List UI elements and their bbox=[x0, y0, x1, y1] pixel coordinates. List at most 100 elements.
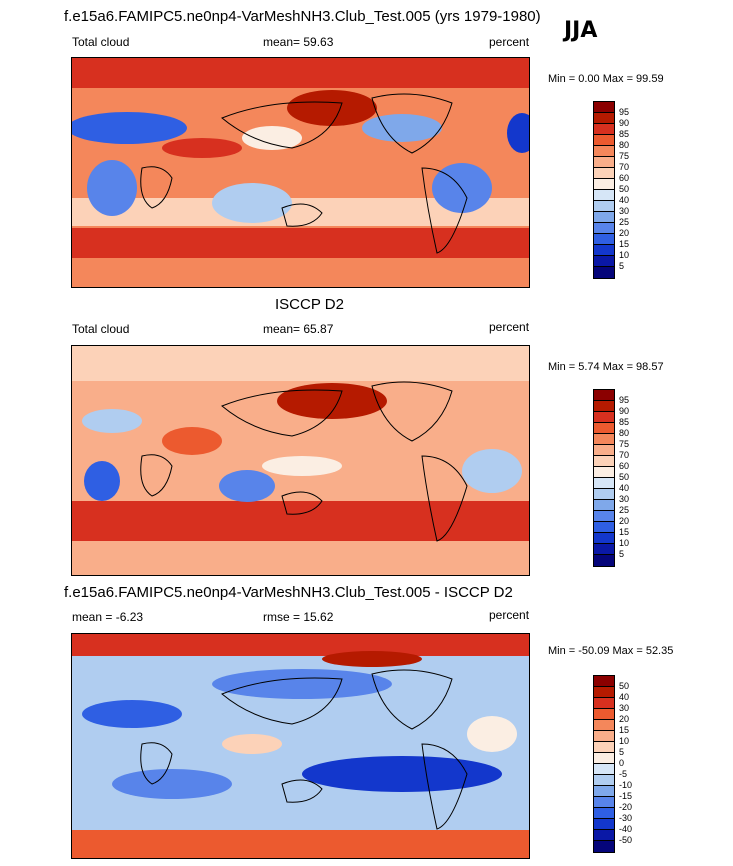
colorbar-swatch bbox=[594, 390, 614, 401]
colorbar-swatch bbox=[594, 687, 614, 698]
colorbar-tick-label: -15 bbox=[619, 791, 633, 801]
colorbar-tick-label: 5 bbox=[619, 747, 625, 757]
colorbar-tick-label: 15 bbox=[619, 725, 630, 735]
colorbar-swatch bbox=[594, 157, 614, 168]
season-label: JJA bbox=[564, 18, 598, 43]
colorbar-tick-label: 85 bbox=[619, 129, 630, 139]
colorbar-tick-label: 20 bbox=[619, 228, 630, 238]
colorbar-swatch bbox=[594, 223, 614, 234]
panel-1-variable-label: Total cloud bbox=[72, 35, 130, 49]
panel-2-heading: ISCCP D2 bbox=[275, 296, 344, 313]
colorbar-swatch bbox=[594, 775, 614, 786]
colorbar-tick-label: 70 bbox=[619, 162, 630, 172]
colorbar-swatch bbox=[594, 113, 614, 124]
colorbar-tick-label: 30 bbox=[619, 494, 630, 504]
colorbar-tick-label: 10 bbox=[619, 538, 630, 548]
colorbar-tick-label: 25 bbox=[619, 505, 630, 515]
colorbar-tick-label: 95 bbox=[619, 395, 630, 405]
colorbar-tick-label: 80 bbox=[619, 140, 630, 150]
colorbar-tick-label: 95 bbox=[619, 107, 630, 117]
colorbar-swatch bbox=[594, 709, 614, 720]
colorbar-swatch bbox=[594, 533, 614, 544]
colorbar-swatch bbox=[594, 731, 614, 742]
colorbar-swatch bbox=[594, 201, 614, 212]
colorbar-tick-label: 75 bbox=[619, 439, 630, 449]
colorbar-swatch bbox=[594, 423, 614, 434]
colorbar-swatch bbox=[594, 256, 614, 267]
colorbar-tick-label: -20 bbox=[619, 802, 633, 812]
colorbar-swatch bbox=[594, 808, 614, 819]
colorbar-swatch bbox=[594, 478, 614, 489]
colorbar-tick-label: 90 bbox=[619, 118, 630, 128]
colorbar-swatch bbox=[594, 102, 614, 113]
colorbar-swatch bbox=[594, 544, 614, 555]
panel-3-units-label: percent bbox=[489, 608, 530, 622]
panel-2-units-label: percent bbox=[489, 320, 530, 334]
colorbar-swatch bbox=[594, 212, 614, 223]
panel-3-colorbar bbox=[593, 675, 615, 853]
panel-2-colorbar bbox=[593, 389, 615, 567]
colorbar-tick-label: 60 bbox=[619, 173, 630, 183]
colorbar-swatch bbox=[594, 698, 614, 709]
panel-3-mean-label: mean = -6.23 bbox=[72, 610, 144, 624]
colorbar-tick-label: -40 bbox=[619, 824, 633, 834]
panel-2-mean-label: mean= 65.87 bbox=[263, 322, 334, 336]
colorbar-swatch bbox=[594, 135, 614, 146]
colorbar-swatch bbox=[594, 179, 614, 190]
colorbar-swatch bbox=[594, 742, 614, 753]
panel-1-mean-label: mean= 59.63 bbox=[263, 35, 334, 49]
colorbar-swatch bbox=[594, 245, 614, 256]
colorbar-swatch bbox=[594, 124, 614, 135]
panel-1-colorbar bbox=[593, 101, 615, 279]
colorbar-swatch bbox=[594, 190, 614, 201]
colorbar-swatch bbox=[594, 786, 614, 797]
colorbar-tick-label: 50 bbox=[619, 681, 630, 691]
panel-2-colorbar-labels: 95 90 85 80 75 70 60 50 40 30 25 20 15 10 5 bbox=[619, 389, 649, 565]
colorbar-tick-label: 30 bbox=[619, 703, 630, 713]
panel-1-heading: f.e15a6.FAMIPC5.ne0np4-VarMeshNH3.Club_T… bbox=[64, 8, 541, 25]
colorbar-tick-label: 90 bbox=[619, 406, 630, 416]
panel-1-colorbar-labels: 95 90 85 80 75 70 60 50 40 30 25 20 15 10 5 bbox=[619, 101, 649, 277]
colorbar-tick-label: 75 bbox=[619, 151, 630, 161]
panel-3-rmse-label: rmse = 15.62 bbox=[263, 610, 334, 624]
colorbar-swatch bbox=[594, 676, 614, 687]
colorbar-swatch bbox=[594, 489, 614, 500]
colorbar-swatch bbox=[594, 146, 614, 157]
colorbar-swatch bbox=[594, 753, 614, 764]
colorbar-swatch bbox=[594, 500, 614, 511]
colorbar-tick-label: 15 bbox=[619, 527, 630, 537]
colorbar-tick-label: 10 bbox=[619, 736, 630, 746]
colorbar-tick-label: 20 bbox=[619, 714, 630, 724]
colorbar-swatch bbox=[594, 267, 614, 278]
colorbar-swatch bbox=[594, 434, 614, 445]
colorbar-tick-label: 30 bbox=[619, 206, 630, 216]
colorbar-tick-label: 5 bbox=[619, 549, 625, 559]
colorbar-tick-label: -5 bbox=[619, 769, 628, 779]
colorbar-tick-label: 50 bbox=[619, 184, 630, 194]
colorbar-swatch bbox=[594, 819, 614, 830]
colorbar-swatch bbox=[594, 168, 614, 179]
colorbar-tick-label: 85 bbox=[619, 417, 630, 427]
colorbar-tick-label: 40 bbox=[619, 483, 630, 493]
colorbar-tick-label: 40 bbox=[619, 195, 630, 205]
panel-2-variable-label: Total cloud bbox=[72, 322, 130, 336]
colorbar-tick-label: 50 bbox=[619, 472, 630, 482]
panel-1-map bbox=[71, 57, 530, 288]
colorbar-swatch bbox=[594, 522, 614, 533]
colorbar-tick-label: 80 bbox=[619, 428, 630, 438]
colorbar-swatch bbox=[594, 412, 614, 423]
panel-3-minmax: Min = -50.09 Max = 52.35 bbox=[548, 645, 674, 657]
colorbar-swatch bbox=[594, 555, 614, 566]
colorbar-swatch bbox=[594, 445, 614, 456]
colorbar-tick-label: -50 bbox=[619, 835, 633, 845]
colorbar-tick-label: 5 bbox=[619, 261, 625, 271]
colorbar-tick-label: 25 bbox=[619, 217, 630, 227]
colorbar-tick-label: 40 bbox=[619, 692, 630, 702]
panel-2-minmax: Min = 5.74 Max = 98.57 bbox=[548, 361, 664, 373]
panel-1-minmax: Min = 0.00 Max = 99.59 bbox=[548, 73, 664, 85]
colorbar-swatch bbox=[594, 797, 614, 808]
colorbar-tick-label: 10 bbox=[619, 250, 630, 260]
colorbar-tick-label: -30 bbox=[619, 813, 633, 823]
colorbar-tick-label: 15 bbox=[619, 239, 630, 249]
colorbar-swatch bbox=[594, 511, 614, 522]
